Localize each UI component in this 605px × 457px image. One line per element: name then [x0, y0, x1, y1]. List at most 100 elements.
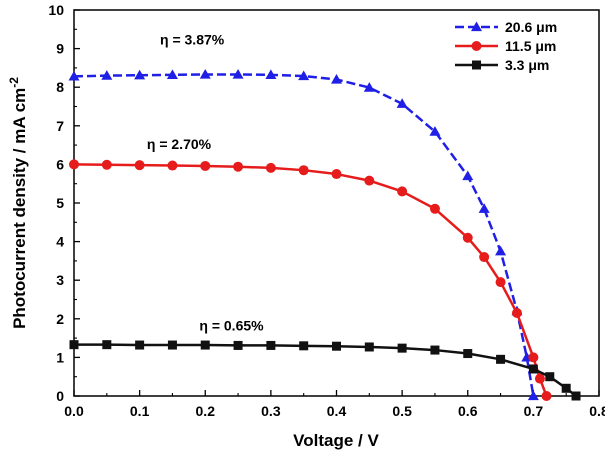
- series-20-6um-point: [134, 69, 146, 80]
- series-20-6um-point: [429, 126, 441, 136]
- series-3-3um-point: [545, 372, 555, 382]
- series-20-6um-point: [331, 73, 342, 84]
- y-axis: 0 1 2 3 4 5 6 7 8 9 10: [48, 2, 80, 404]
- y-tick-label: 8: [56, 79, 64, 95]
- series-3-3um-point: [266, 340, 276, 350]
- series-20-6um-point: [232, 68, 244, 79]
- x-axis-title: Voltage / V: [293, 431, 379, 450]
- y-tick-label: 2: [56, 311, 64, 327]
- legend-label: 20.6 μm: [505, 19, 557, 35]
- series-11-5um-point: [298, 165, 309, 176]
- series-20-6um-point: [363, 82, 375, 92]
- y-tick-label: 0: [56, 388, 64, 404]
- series-11-5um-point: [429, 203, 440, 214]
- series-3-3um-point: [200, 340, 210, 350]
- x-tick-label: 0.6: [458, 403, 478, 419]
- series-3-3um-point: [463, 349, 473, 359]
- series-11-5um-point: [134, 160, 145, 171]
- legend-entry: 3.3 μm: [455, 57, 549, 73]
- series-11-5um-point: [528, 352, 539, 363]
- series-11-5um-line: [73, 163, 548, 397]
- series-11-5um-point: [397, 186, 408, 197]
- series-11-5um-point: [495, 277, 506, 288]
- series-3-3um-point: [332, 341, 341, 351]
- series-11-5um-point: [511, 308, 522, 319]
- series-20-6um-point: [101, 70, 113, 80]
- y-tick-label: 5: [56, 195, 64, 211]
- series-11-5um-point: [331, 169, 342, 180]
- series-20-6um-point: [68, 70, 80, 81]
- legend-entry: 20.6 μm: [455, 19, 557, 35]
- series-11-5um-point: [534, 373, 545, 384]
- plot-area: 0.0 0.1 0.2 0.3 0.4 0.5 0.6 0.7 0.8 0 1 2 3 4 5 6 7 8 9 10…: [48, 2, 605, 419]
- legend: 20.6 μm 11.5 μm 3.3 μm: [455, 19, 557, 73]
- x-tick-label: 0.7: [524, 403, 544, 419]
- series-11-5um-point: [69, 159, 79, 170]
- series-3-3um-point: [496, 354, 506, 364]
- x-tick-label: 0.2: [196, 403, 216, 419]
- series-3-3um-line: [74, 343, 577, 397]
- series-11-5um-point: [364, 175, 375, 186]
- series-11-5um-point: [479, 252, 490, 263]
- y-tick-label: 9: [56, 41, 64, 57]
- series-3-3um-point: [69, 340, 79, 350]
- series-3-3um: [69, 340, 581, 401]
- efficiency-annotation: η = 2.70%: [147, 136, 212, 152]
- series-11-5um-point: [462, 232, 473, 243]
- y-axis-title-main: Photocurrent density / mA cm: [10, 88, 29, 329]
- series-20-6um-point: [396, 98, 408, 108]
- series-11-5um: [69, 159, 552, 401]
- series-20-6um-point: [166, 69, 178, 79]
- series-3-3um-point: [561, 383, 571, 393]
- y-tick-label: 3: [56, 272, 64, 288]
- series-20-6um-line: [73, 73, 535, 397]
- series-3-3um-point: [167, 340, 177, 350]
- series-layer: [68, 68, 581, 401]
- efficiency-annotation: η = 3.87%: [160, 32, 225, 48]
- legend-marker: [471, 41, 482, 51]
- x-tick-label: 0.4: [327, 403, 347, 419]
- x-tick-label: 0.0: [64, 403, 84, 419]
- series-3-3um-point: [397, 343, 407, 353]
- x-tick-label: 0.1: [130, 403, 150, 419]
- x-axis: 0.0 0.1 0.2 0.3 0.4 0.5 0.6 0.7 0.8: [64, 390, 605, 419]
- series-11-5um-point: [233, 161, 244, 172]
- legend-label: 3.3 μm: [505, 57, 549, 73]
- series-11-5um-point: [101, 159, 112, 170]
- series-20-6um-point: [298, 70, 310, 81]
- series-20-6um-point: [495, 245, 507, 256]
- annotation-layer: η = 3.87% η = 2.70% η = 0.65%: [147, 32, 264, 334]
- legend-label: 11.5 μm: [505, 38, 556, 54]
- series-20-6um-point: [462, 170, 474, 181]
- series-11-5um-point: [265, 162, 276, 173]
- legend-entry: 11.5 μm: [455, 38, 556, 54]
- y-tick-label: 7: [56, 118, 64, 134]
- legend-marker: [472, 60, 481, 70]
- series-20-6um: [68, 68, 539, 401]
- series-3-3um-point: [233, 340, 243, 350]
- series-3-3um-point: [299, 341, 309, 351]
- y-axis-title: Photocurrent density / mA cm-2: [7, 77, 29, 329]
- y-tick-label: 10: [48, 2, 64, 18]
- series-20-6um-point: [265, 69, 277, 79]
- series-11-5um-point: [200, 160, 211, 171]
- series-11-5um-point: [541, 391, 552, 401]
- x-tick-label: 0.8: [589, 403, 605, 419]
- series-20-6um-point: [199, 68, 211, 79]
- x-tick-label: 0.5: [392, 403, 412, 419]
- series-3-3um-point: [430, 345, 440, 355]
- series-20-6um-point: [478, 203, 490, 213]
- legend-marker: [471, 21, 482, 32]
- series-3-3um-point: [528, 364, 538, 374]
- y-tick-label: 6: [56, 156, 64, 172]
- series-3-3um-point: [364, 342, 374, 352]
- y-tick-label: 4: [56, 234, 64, 250]
- series-3-3um-point: [571, 391, 581, 401]
- series-11-5um-point: [167, 160, 178, 171]
- series-3-3um-point: [135, 340, 145, 350]
- x-tick-label: 0.3: [261, 403, 281, 419]
- series-20-6um-point: [527, 390, 539, 401]
- y-tick-label: 1: [56, 349, 64, 365]
- y-axis-title-superscript: -2: [7, 77, 21, 88]
